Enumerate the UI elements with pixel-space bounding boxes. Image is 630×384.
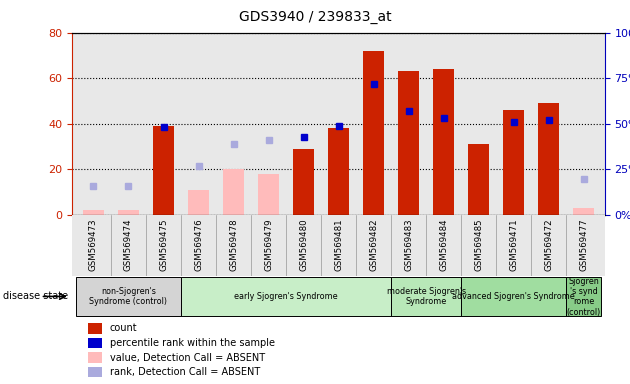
Text: GSM569474: GSM569474 <box>124 218 133 271</box>
Bar <box>468 144 490 215</box>
Text: disease state: disease state <box>3 291 68 301</box>
Text: non-Sjogren's
Syndrome (control): non-Sjogren's Syndrome (control) <box>89 287 168 306</box>
Bar <box>258 174 279 215</box>
Text: GSM569484: GSM569484 <box>439 218 448 271</box>
Text: rank, Detection Call = ABSENT: rank, Detection Call = ABSENT <box>110 367 260 377</box>
Bar <box>328 128 349 215</box>
Text: early Sjogren's Syndrome: early Sjogren's Syndrome <box>234 292 338 301</box>
Text: GSM569480: GSM569480 <box>299 218 308 271</box>
Bar <box>153 126 174 215</box>
Bar <box>76 277 181 316</box>
Text: GSM569472: GSM569472 <box>544 218 553 271</box>
Bar <box>118 210 139 215</box>
Bar <box>83 210 104 215</box>
Text: value, Detection Call = ABSENT: value, Detection Call = ABSENT <box>110 353 265 362</box>
Text: moderate Sjogren's
Syndrome: moderate Sjogren's Syndrome <box>387 287 466 306</box>
Text: GSM569479: GSM569479 <box>264 218 273 271</box>
Bar <box>573 208 594 215</box>
Text: GSM569481: GSM569481 <box>334 218 343 271</box>
Bar <box>181 277 391 316</box>
Bar <box>188 190 209 215</box>
Text: GSM569473: GSM569473 <box>89 218 98 271</box>
Text: GSM569478: GSM569478 <box>229 218 238 271</box>
Text: GSM569477: GSM569477 <box>580 218 588 271</box>
Bar <box>503 110 524 215</box>
Text: Sjogren
's synd
rome
(control): Sjogren 's synd rome (control) <box>566 276 601 317</box>
Bar <box>363 51 384 215</box>
Bar <box>398 71 419 215</box>
Text: GSM569483: GSM569483 <box>404 218 413 271</box>
Text: percentile rank within the sample: percentile rank within the sample <box>110 338 275 348</box>
Text: count: count <box>110 323 137 333</box>
Bar <box>293 149 314 215</box>
Bar <box>461 277 566 316</box>
Bar <box>538 103 559 215</box>
Bar <box>433 69 454 215</box>
Text: GSM569476: GSM569476 <box>194 218 203 271</box>
Text: GSM569485: GSM569485 <box>474 218 483 271</box>
Text: GDS3940 / 239833_at: GDS3940 / 239833_at <box>239 10 391 23</box>
Text: GSM569475: GSM569475 <box>159 218 168 271</box>
Text: GSM569471: GSM569471 <box>509 218 518 271</box>
Bar <box>391 277 461 316</box>
Text: GSM569482: GSM569482 <box>369 218 378 271</box>
Bar <box>566 277 601 316</box>
Bar <box>223 169 244 215</box>
Text: advanced Sjogren's Syndrome: advanced Sjogren's Syndrome <box>452 292 575 301</box>
